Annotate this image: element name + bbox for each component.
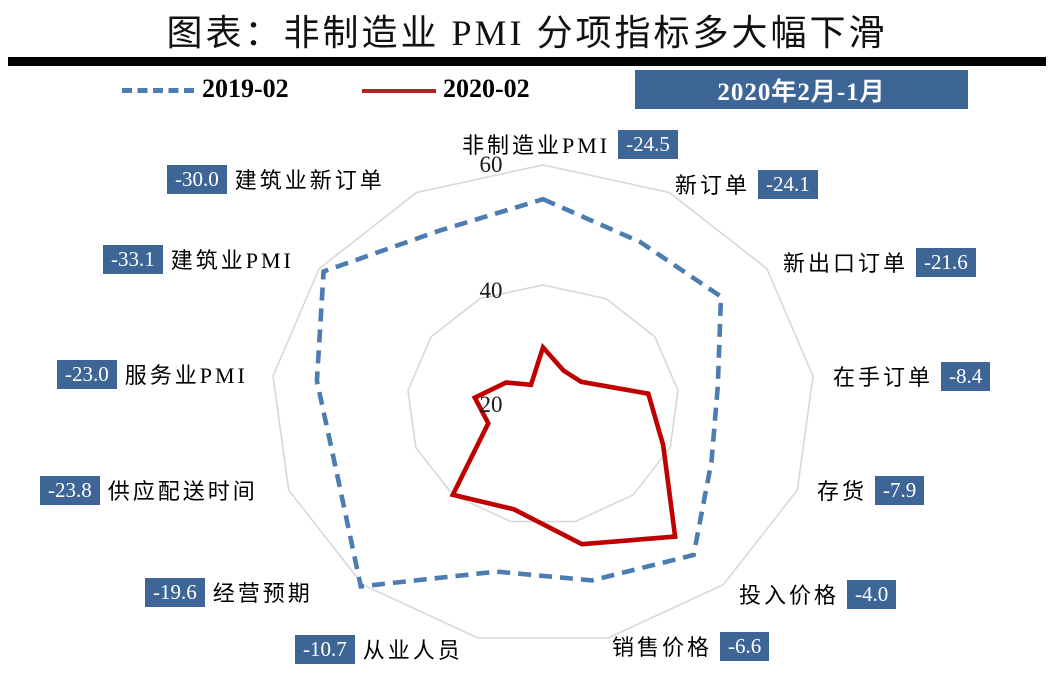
category-row: 存货 -7.9	[817, 474, 925, 506]
change-badge: -23.0	[57, 359, 117, 389]
category-row: 在手订单 -8.4	[833, 360, 991, 392]
category-label: 建筑业新订单	[234, 168, 385, 193]
category-label: 销售价格	[612, 635, 713, 660]
category-label: 非制造业PMI	[462, 133, 611, 158]
title-divider	[8, 57, 1046, 66]
series-2020-polygon	[449, 342, 678, 547]
change-badge: -23.8	[40, 475, 100, 505]
change-badge: -4.0	[847, 579, 897, 609]
category-label: 投入价格	[739, 583, 840, 608]
change-badge: -8.4	[941, 361, 991, 391]
change-badge: -21.6	[916, 247, 976, 277]
category-label: 服务业PMI	[124, 363, 248, 388]
category-label: 新订单	[675, 173, 751, 198]
legend-label-2020: 2020-02	[443, 74, 530, 103]
category-label: 在手订单	[833, 365, 934, 390]
radial-tick-40: 40	[479, 278, 503, 303]
legend-solid-line-icon	[362, 89, 436, 93]
change-badge: -7.9	[875, 475, 925, 505]
legend-label-2019: 2019-02	[202, 74, 289, 103]
radial-tick-20: 20	[479, 392, 503, 417]
change-badge: -10.7	[295, 634, 355, 664]
category-label: 经营预期	[212, 581, 313, 606]
legend-dashed-line-icon	[122, 88, 194, 93]
category-row: -23.8 供应配送时间	[40, 474, 258, 506]
category-label: 建筑业PMI	[170, 248, 294, 273]
category-row: 新订单 -24.1	[675, 168, 818, 200]
radar-grid-ring-40	[407, 284, 679, 523]
period-badge: 2020年2月-1月	[635, 70, 968, 109]
category-label: 供应配送时间	[107, 479, 258, 504]
category-label: 存货	[817, 479, 868, 504]
change-badge: -24.1	[758, 169, 818, 199]
change-badge: -33.1	[103, 244, 163, 274]
category-label: 从业人员	[362, 638, 463, 663]
change-badge: -19.6	[145, 577, 205, 607]
radar-grid-ring-60	[272, 164, 814, 639]
change-badge: -24.5	[618, 129, 678, 159]
category-row: -33.1 建筑业PMI	[103, 243, 294, 275]
series-2019-polygon	[314, 196, 724, 589]
category-row: 新出口订单 -21.6	[783, 246, 976, 278]
change-badge: -6.6	[720, 631, 770, 661]
category-row: -23.0 服务业PMI	[57, 358, 248, 390]
category-row: -30.0 建筑业新订单	[167, 163, 385, 195]
category-row: 非制造业PMI -24.5	[462, 128, 678, 160]
category-label: 新出口订单	[783, 251, 909, 276]
category-row: -19.6 经营预期	[145, 576, 313, 608]
change-badge: -30.0	[167, 164, 227, 194]
category-row: 投入价格 -4.0	[739, 578, 897, 610]
page-title: 图表：非制造业 PMI 分项指标多大幅下滑	[166, 13, 888, 53]
radial-tick-60: 60	[479, 152, 503, 177]
category-row: -10.7 从业人员	[295, 633, 463, 665]
category-row: 销售价格 -6.6	[612, 630, 770, 662]
